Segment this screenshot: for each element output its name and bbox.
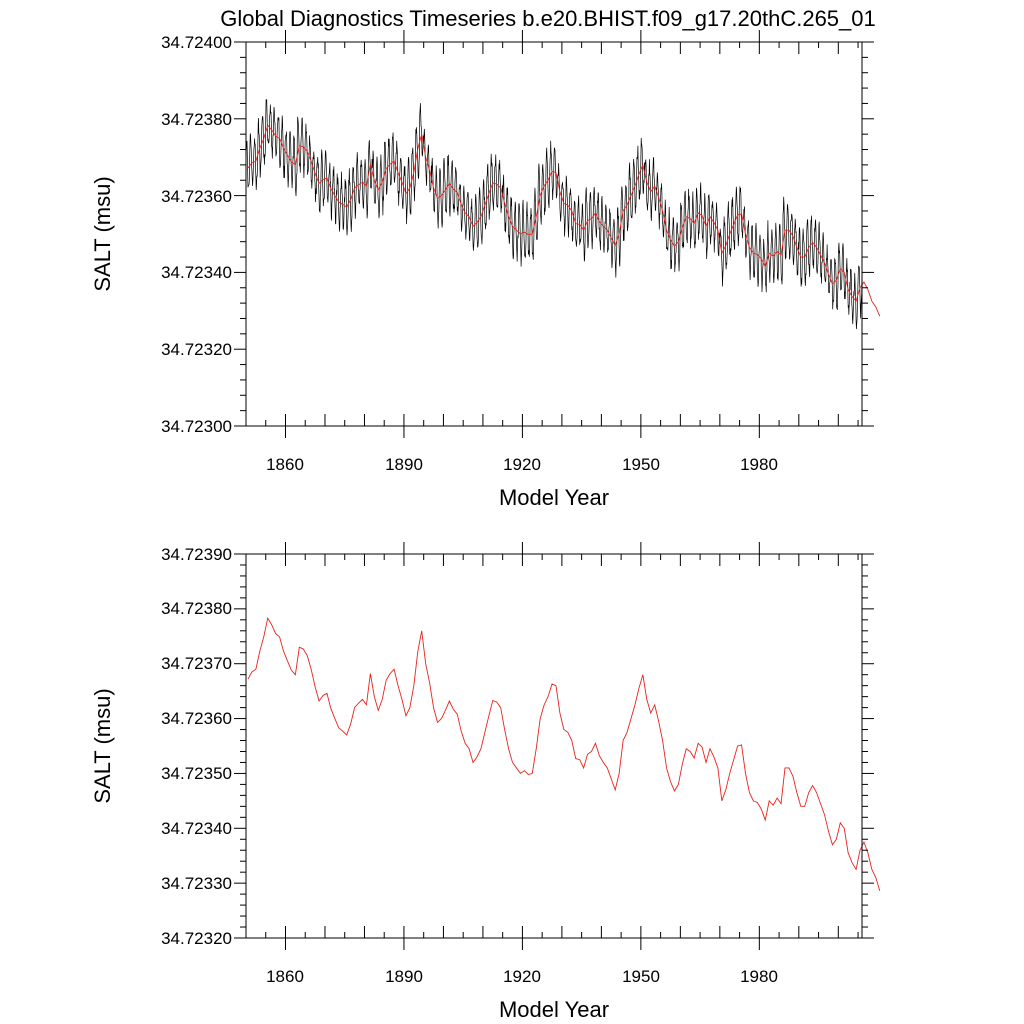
bottom-x-tick-label: 1890 bbox=[385, 967, 423, 986]
top-y-tick-label: 34.72360 bbox=[161, 187, 232, 206]
bottom-y-tick-label: 34.72390 bbox=[161, 545, 232, 564]
bottom-x-tick-label: 1980 bbox=[740, 967, 778, 986]
top-x-tick-label: 1980 bbox=[740, 455, 778, 474]
top-x-tick-label: 1950 bbox=[622, 455, 660, 474]
bottom-y-axis-label: SALT (msu) bbox=[90, 688, 115, 803]
chart-title: Global Diagnostics Timeseries b.e20.BHIS… bbox=[220, 6, 876, 31]
top-annual-series-line bbox=[247, 124, 881, 317]
top-y-tick-label: 34.72320 bbox=[161, 340, 232, 359]
top-y-tick-label: 34.72300 bbox=[161, 417, 232, 436]
bottom-x-tick-label: 1950 bbox=[622, 967, 660, 986]
bottom-panel: 34.72320 34.72330 34.72340 34.72350 34.7… bbox=[90, 542, 881, 1022]
top-y-tick-label: 34.72400 bbox=[161, 33, 232, 52]
top-y-tick-label: 34.72340 bbox=[161, 263, 232, 282]
bottom-y-tick-label: 34.72320 bbox=[161, 929, 232, 948]
bottom-plot-frame bbox=[245, 553, 863, 939]
bottom-x-tick-label: 1860 bbox=[266, 967, 304, 986]
top-y-axis-label: SALT (msu) bbox=[90, 176, 115, 291]
bottom-y-tick-label: 34.72350 bbox=[161, 764, 232, 783]
bottom-x-tick-labels: 1860 1890 1920 1950 1980 bbox=[266, 967, 778, 986]
bottom-y-tick-labels: 34.72320 34.72330 34.72340 34.72350 34.7… bbox=[161, 545, 232, 948]
top-x-tick-label: 1890 bbox=[385, 455, 423, 474]
bottom-x-axis-label: Model Year bbox=[499, 997, 609, 1022]
top-panel: 34.72300 34.72320 34.72340 34.72360 34.7… bbox=[90, 30, 881, 510]
top-x-tick-label: 1860 bbox=[266, 455, 304, 474]
bottom-annual-series-line bbox=[247, 616, 881, 891]
top-x-axis-label: Model Year bbox=[499, 485, 609, 510]
top-y-tick-label: 34.72380 bbox=[161, 110, 232, 129]
bottom-y-tick-label: 34.72340 bbox=[161, 819, 232, 838]
top-plot-frame bbox=[245, 41, 863, 427]
top-y-tick-labels: 34.72300 34.72320 34.72340 34.72360 34.7… bbox=[161, 33, 232, 436]
top-x-tick-label: 1920 bbox=[503, 455, 541, 474]
bottom-x-tick-label: 1920 bbox=[503, 967, 541, 986]
bottom-y-tick-label: 34.72380 bbox=[161, 599, 232, 618]
bottom-y-tick-label: 34.72370 bbox=[161, 654, 232, 673]
bottom-y-tick-label: 34.72360 bbox=[161, 709, 232, 728]
top-x-tick-labels: 1860 1890 1920 1950 1980 bbox=[266, 455, 778, 474]
top-monthly-series-line bbox=[245, 99, 863, 330]
bottom-y-tick-label: 34.72330 bbox=[161, 874, 232, 893]
